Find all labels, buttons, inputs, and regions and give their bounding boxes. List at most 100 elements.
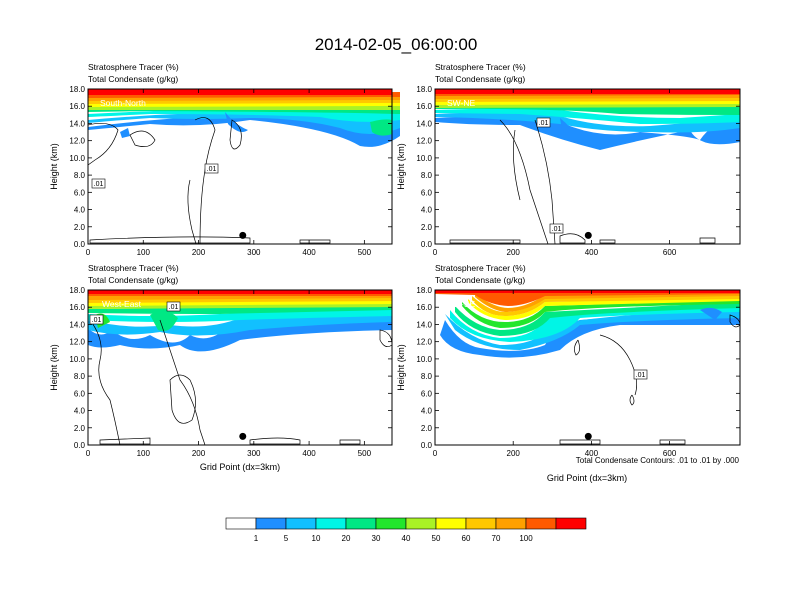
y-tick-label: 12.0 [69, 338, 85, 347]
color-legend: 1 5 10 20 30 40 50 60 70 100 [225, 517, 587, 543]
axes: 0 200 400 600 0.0 2.0 4.0 6.0 8.0 10.0 12.0 14.0 16.… [416, 286, 740, 458]
plot-frame [87, 289, 393, 446]
location-marker [239, 231, 247, 239]
y-tick-label: 2.0 [74, 424, 86, 433]
svg-text:.01: .01 [94, 181, 104, 188]
panel-subtitle-tracer: Stratosphere Tracer (%) [435, 62, 526, 72]
legend-swatch [465, 517, 497, 530]
legend-label: 5 [284, 534, 289, 543]
legend-swatch [375, 517, 407, 530]
panel-cross-section-label: West-East [102, 299, 142, 309]
location-marker [584, 432, 592, 440]
y-tick-label: 0.0 [421, 240, 433, 249]
tracer-field [88, 89, 400, 147]
contour-label-2: .01 [549, 223, 564, 234]
y-tick-label: 4.0 [74, 407, 86, 416]
x-tick-label: 200 [507, 248, 521, 257]
y-tick-label: 2.0 [421, 424, 433, 433]
y-tick-label: 14.0 [416, 119, 432, 128]
legend-label: 20 [342, 534, 351, 543]
y-tick-label: 0.0 [421, 441, 433, 450]
panel-subtitle-condensate: Total Condensate (g/kg) [435, 275, 525, 285]
y-tick-label: 6.0 [74, 188, 86, 197]
y-tick-label: 8.0 [74, 372, 86, 381]
contour-label-1: .01 [91, 178, 106, 189]
x-tick-label: 200 [192, 248, 206, 257]
y-tick-label: 10.0 [416, 154, 432, 163]
legend-label: 100 [519, 534, 533, 543]
panel-south-north: Stratosphere Tracer (%) Total Condensate… [49, 62, 400, 257]
y-tick-label: 16.0 [416, 303, 432, 312]
tracer-field [435, 290, 740, 358]
y-tick-label: 16.0 [416, 102, 432, 111]
tracer-field [435, 89, 740, 150]
legend-label: 40 [402, 534, 411, 543]
y-tick-label: 14.0 [69, 119, 85, 128]
contour-label-1: .01 [633, 369, 648, 380]
y-tick-label: 0.0 [74, 240, 86, 249]
legend-swatch [405, 517, 437, 530]
legend-swatch [225, 517, 257, 530]
panel-subtitle-tracer: Stratosphere Tracer (%) [88, 263, 179, 273]
legend-swatch [525, 517, 557, 530]
y-tick-label: 4.0 [421, 407, 433, 416]
panel-cross-section-label: SW-NE [447, 98, 476, 108]
panel-cross-section-label: NW-SE [447, 299, 476, 309]
y-tick-label: 8.0 [421, 171, 433, 180]
svg-text:.01: .01 [169, 304, 179, 311]
panel-subtitle-tracer: Stratosphere Tracer (%) [435, 263, 526, 273]
legend-label: 50 [432, 534, 441, 543]
legend-label: 70 [492, 534, 501, 543]
y-tick-label: 8.0 [74, 171, 86, 180]
panel-sw-ne: Stratosphere Tracer (%) Total Condensate… [396, 62, 741, 257]
y-tick-label: 12.0 [416, 137, 432, 146]
svg-text:.01: .01 [552, 226, 562, 233]
panel-subtitle-condensate: Total Condensate (g/kg) [435, 74, 525, 84]
svg-text:.01: .01 [92, 317, 102, 324]
y-tick-label: 14.0 [69, 320, 85, 329]
y-tick-label: 16.0 [69, 303, 85, 312]
contour-label-1: .01 [89, 314, 104, 325]
condensate-contours [449, 119, 716, 245]
axes: 0 100 200 300 400 500 0.0 2.0 4.0 6.0 8.0 10.0 12.0 1… [69, 286, 392, 458]
y-tick-label: 6.0 [421, 389, 433, 398]
x-tick-label: 300 [247, 449, 261, 458]
legend-label: 30 [372, 534, 381, 543]
y-tick-label: 10.0 [416, 355, 432, 364]
panel-subtitle-condensate: Total Condensate (g/kg) [88, 275, 178, 285]
x-axis-label: Grid Point (dx=3km) [547, 473, 627, 483]
y-tick-label: 6.0 [74, 389, 86, 398]
condensate-contours [87, 117, 331, 245]
plot-frame [434, 88, 741, 245]
y-tick-label: 0.0 [74, 441, 86, 450]
legend-label: 1 [254, 534, 259, 543]
y-tick-label: 4.0 [421, 206, 433, 215]
x-tick-label: 100 [137, 248, 151, 257]
x-tick-label: 200 [192, 449, 206, 458]
svg-text:.01: .01 [636, 372, 646, 379]
y-tick-label: 2.0 [74, 223, 86, 232]
axes: 0 100 200 300 400 500 0.0 2.0 4.0 6.0 8.0 10.0 12.0 1… [69, 85, 392, 257]
x-tick-label: 400 [585, 248, 599, 257]
y-axis-label: Height (km) [49, 344, 59, 391]
y-tick-label: 4.0 [74, 206, 86, 215]
x-tick-label: 300 [247, 248, 261, 257]
x-tick-label: 0 [86, 248, 91, 257]
contour-footnote: Total Condensate Contours: .01 to .01 by… [576, 456, 740, 465]
legend-swatch [345, 517, 377, 530]
panel-subtitle-condensate: Total Condensate (g/kg) [88, 74, 178, 84]
x-tick-label: 600 [663, 248, 677, 257]
y-tick-label: 10.0 [69, 355, 85, 364]
contour-label-2: .01 [204, 163, 219, 174]
x-tick-label: 0 [433, 449, 438, 458]
y-tick-label: 12.0 [69, 137, 85, 146]
figure-title: 2014-02-05_06:00:00 [315, 35, 478, 54]
x-axis-label: Grid Point (dx=3km) [200, 462, 280, 472]
y-tick-label: 8.0 [421, 372, 433, 381]
axes: 0 200 400 600 0.0 2.0 4.0 6.0 8.0 10.0 12.0 14.0 16.… [416, 85, 740, 257]
legend-swatch [555, 517, 587, 530]
x-tick-label: 400 [302, 449, 316, 458]
x-tick-label: 400 [302, 248, 316, 257]
contour-label-2: .01 [166, 301, 181, 312]
legend-swatch [435, 517, 467, 530]
